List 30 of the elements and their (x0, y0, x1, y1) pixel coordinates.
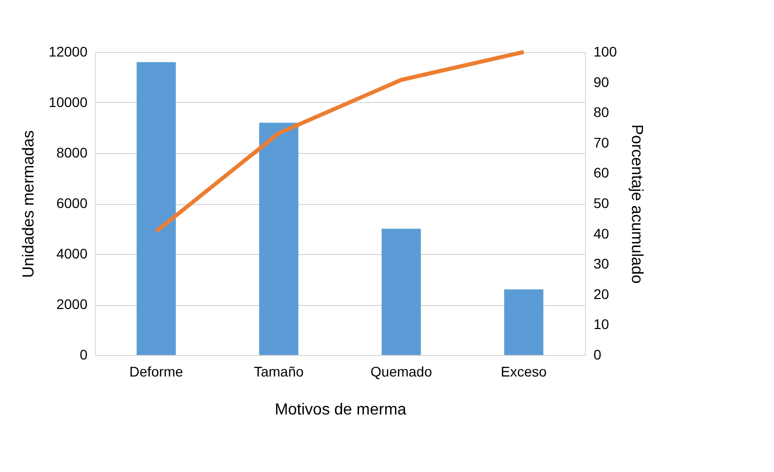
y2-tick-label: 60 (594, 164, 610, 181)
y2-tick-label: 20 (594, 286, 610, 302)
y2-axis-title: Porcentaje acumulado (628, 124, 645, 284)
y2-tick-label: 80 (594, 104, 610, 120)
y-tick-label: 12000 (48, 44, 88, 60)
line-series (154, 50, 526, 234)
y-tick-label: 8000 (56, 144, 88, 160)
y-tick-label: 0 (80, 346, 88, 362)
y-axis-title: Unidades mermadas (20, 130, 38, 278)
y-tick-label: 6000 (56, 195, 88, 211)
y2-tick-label: 30 (594, 256, 610, 272)
y2-tick-label: 10 (594, 316, 610, 332)
bar (136, 62, 176, 355)
x-tick-label: Quemado (370, 364, 432, 380)
x-tick-label: Deforme (129, 364, 184, 380)
y2-tick-label: 50 (594, 195, 610, 211)
y-tick-label: 2000 (56, 296, 88, 312)
y2-tick-label: 70 (594, 134, 610, 150)
bar (504, 289, 544, 355)
y2-tick-label: 90 (594, 74, 610, 90)
y2-tick-label: 0 (594, 346, 602, 362)
y2-tick-label: 100 (594, 44, 618, 60)
bar (259, 122, 298, 355)
x-axis-title: Motivos de merma (274, 402, 406, 418)
y-tick-label: 4000 (56, 246, 88, 262)
y-tick-label: 10000 (48, 94, 88, 110)
x-tick-label: Tamaño (254, 364, 304, 380)
bar (382, 228, 421, 355)
x-tick-label: Exceso (500, 364, 547, 380)
y2-tick-label: 40 (594, 225, 610, 242)
